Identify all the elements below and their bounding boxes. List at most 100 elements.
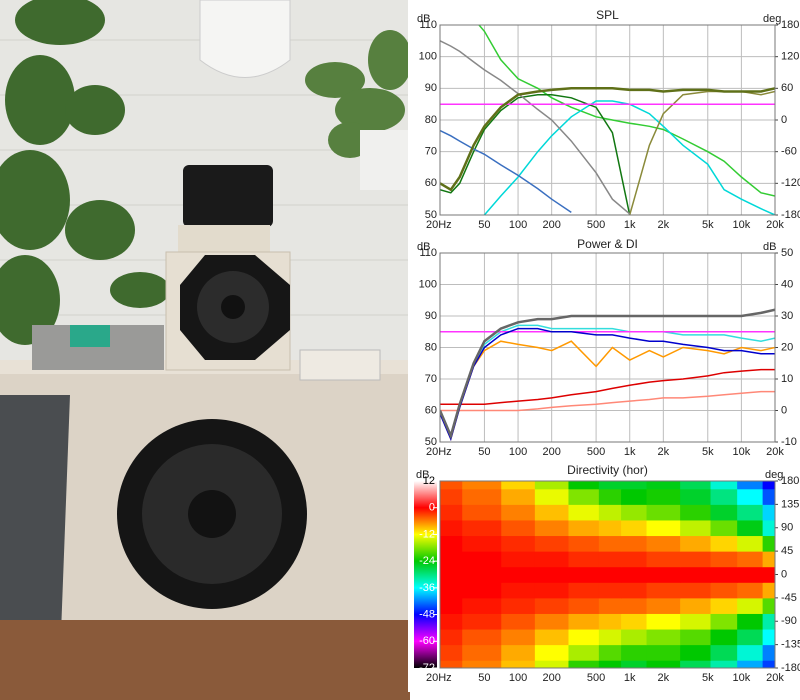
heat-cell xyxy=(534,551,569,568)
heat-cell xyxy=(680,629,712,646)
heat-cell xyxy=(598,481,622,490)
heat-cell xyxy=(568,481,600,490)
heat-cell xyxy=(598,644,622,661)
y-tick-label: 70 xyxy=(425,373,437,385)
x-tick-label: 50 xyxy=(478,219,490,231)
y2-tick-label: 180 xyxy=(781,19,799,31)
x-tick-label: 5k xyxy=(702,446,714,458)
y-tick-label: -135 xyxy=(781,639,800,651)
x-tick-label: 50 xyxy=(478,672,490,684)
plant-left xyxy=(0,0,170,345)
heat-cell xyxy=(646,629,681,646)
heat-cell xyxy=(568,660,600,668)
heat-cell xyxy=(501,504,536,521)
y2-tick-label: 0 xyxy=(781,404,787,416)
heat-cell xyxy=(710,660,738,668)
heat-cell xyxy=(598,582,622,599)
heat-cell xyxy=(737,566,764,583)
heat-cell xyxy=(762,613,775,630)
y-tick-label: 100 xyxy=(419,278,437,290)
heat-cell xyxy=(646,597,681,614)
heat-cell xyxy=(568,566,600,583)
heat-cell xyxy=(646,644,681,661)
y-tick-label: -90 xyxy=(781,615,797,627)
heat-cell xyxy=(440,597,463,614)
heat-cell xyxy=(501,519,536,537)
heat-cell xyxy=(646,582,681,599)
series-line xyxy=(440,327,775,442)
colorbar-tick-label: 12 xyxy=(423,475,435,487)
colorbar-tick-label: -24 xyxy=(419,555,435,567)
heat-cell xyxy=(598,629,622,646)
heat-cell xyxy=(598,660,622,668)
bucket xyxy=(0,395,70,660)
heat-cell xyxy=(534,582,569,599)
heat-cell xyxy=(646,535,681,552)
heat-cell xyxy=(534,644,569,661)
plot-border xyxy=(439,480,776,669)
heat-cell xyxy=(501,597,536,614)
x-tick-label: 1k xyxy=(624,446,636,458)
x-tick-label: 20Hz xyxy=(426,219,452,231)
y2-tick-label: 10 xyxy=(781,373,793,385)
y-tick-label: 70 xyxy=(425,146,437,158)
heat-cell xyxy=(534,566,569,583)
heat-cell xyxy=(440,535,463,552)
heat-cell xyxy=(501,488,536,505)
heat-cell xyxy=(534,629,569,646)
y-tick-label: 90 xyxy=(425,82,437,94)
heat-cell xyxy=(680,519,712,537)
x-tick-label: 100 xyxy=(509,219,527,231)
y2-axis-label: dB xyxy=(763,241,776,253)
x-tick-label: 20Hz xyxy=(426,672,452,684)
heat-cell xyxy=(598,597,622,614)
x-tick-label: 2k xyxy=(658,446,670,458)
heat-cell xyxy=(534,519,569,537)
heat-cell xyxy=(680,566,712,583)
heat-cell xyxy=(534,481,569,490)
heat-cell xyxy=(621,644,648,661)
colorbar-tick-label: -60 xyxy=(419,635,435,647)
heat-cell xyxy=(534,597,569,614)
heat-cell xyxy=(501,660,536,668)
heat-cell xyxy=(534,660,569,668)
y-tick-label: 90 xyxy=(781,522,793,534)
x-tick-label: 500 xyxy=(587,219,605,231)
heat-cell xyxy=(762,551,775,568)
colorbar-tick-label: -36 xyxy=(419,582,435,594)
heat-cell xyxy=(462,566,502,583)
horn xyxy=(183,165,273,227)
x-tick-label: 10k xyxy=(733,219,751,231)
heat-cell xyxy=(762,660,775,668)
heat-cell xyxy=(680,597,712,614)
heat-cell xyxy=(710,481,738,490)
heat-cell xyxy=(680,551,712,568)
heat-cell xyxy=(568,488,600,505)
heat-cell xyxy=(568,535,600,552)
heat-cell xyxy=(737,488,764,505)
heat-cell xyxy=(762,597,775,614)
heat-cell xyxy=(534,504,569,521)
heat-cell xyxy=(462,551,502,568)
heat-cell xyxy=(462,504,502,521)
y2-tick-label: -60 xyxy=(781,146,797,158)
chart-title: Power & DI xyxy=(577,237,638,251)
y-tick-label: 50 xyxy=(425,209,437,221)
heat-cell xyxy=(440,582,463,599)
heat-cell xyxy=(501,535,536,552)
heat-cell xyxy=(440,629,463,646)
heat-cell xyxy=(462,519,502,537)
y-tick-label: -45 xyxy=(781,592,797,604)
mid-driver-cap xyxy=(221,295,245,319)
y-tick-label: 110 xyxy=(419,19,437,31)
y-tick-label: 135 xyxy=(781,498,799,510)
y-tick-label: 45 xyxy=(781,545,793,557)
heat-cell xyxy=(568,582,600,599)
heat-cell xyxy=(737,535,764,552)
heat-cell xyxy=(440,504,463,521)
colorbar-tick-label: 0 xyxy=(429,502,435,514)
y-tick-label: 60 xyxy=(425,404,437,416)
heat-cell xyxy=(646,613,681,630)
plot-border xyxy=(439,252,776,443)
